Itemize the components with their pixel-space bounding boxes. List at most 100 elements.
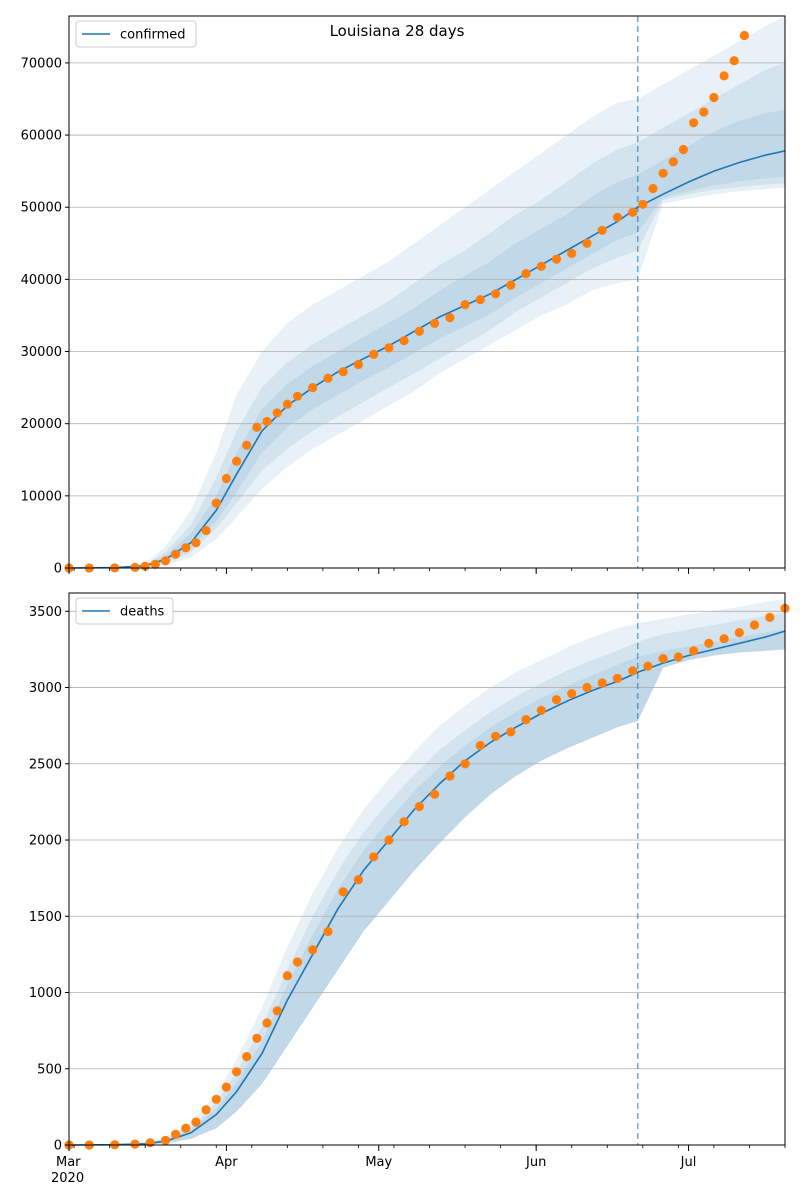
confirmed-observed-point <box>475 295 485 305</box>
confirmed-observed-point <box>414 326 424 336</box>
confirmed-observed-point <box>689 118 699 128</box>
confirmed-observed-point <box>521 269 531 279</box>
deaths-observed-point <box>399 817 409 827</box>
confirmed-observed-point <box>648 183 658 194</box>
confirmed-observed-point <box>668 157 678 167</box>
deaths-uncertainty-bands <box>69 599 785 1145</box>
confirmed-observed-point <box>638 199 648 209</box>
deaths-observed-point <box>232 1067 242 1077</box>
confirmed-y-tick-label: 50000 <box>21 201 62 216</box>
confirmed-observed-point <box>191 538 201 548</box>
deaths-x-tick-label: May <box>365 1155 392 1170</box>
deaths-observed-point <box>689 646 699 656</box>
confirmed-observed-point <box>551 254 562 264</box>
deaths-observed-point <box>242 1052 252 1062</box>
deaths-observed-point <box>749 620 760 630</box>
confirmed-observed-point <box>140 561 150 571</box>
confirmed-y-tick-label: 40000 <box>21 273 62 288</box>
deaths-observed-point <box>460 759 470 769</box>
deaths-legend-label: deaths <box>120 605 165 620</box>
confirmed-legend-label: confirmed <box>120 28 186 43</box>
deaths-observed-point <box>181 1123 191 1133</box>
confirmed-observed-point <box>628 207 638 217</box>
confirmed-x-axis-ticks <box>68 568 786 574</box>
deaths-observed-point <box>765 612 775 623</box>
deaths-observed-points <box>64 603 790 1150</box>
deaths-observed-point <box>130 1139 140 1149</box>
confirmed-observed-point <box>232 456 242 466</box>
confirmed-observed-point <box>201 525 211 536</box>
deaths-observed-point <box>673 652 684 662</box>
deaths-observed-point <box>506 727 516 737</box>
deaths-y-tick-label: 0 <box>54 1139 62 1154</box>
confirmed-observed-point <box>699 107 709 117</box>
deaths-legend: deaths <box>75 597 174 625</box>
deaths-observed-point <box>292 957 303 967</box>
deaths-observed-point <box>597 678 607 688</box>
confirmed-axes-frame <box>68 15 786 569</box>
deaths-observed-point <box>414 801 424 812</box>
confirmed-observed-point <box>567 248 577 258</box>
deaths-axes-border <box>68 592 786 1146</box>
confirmed-y-tick-label: 20000 <box>21 417 62 432</box>
deaths-observed-point <box>191 1117 201 1127</box>
confirmed-observed-point <box>678 144 689 155</box>
confirmed-observed-point <box>181 543 191 553</box>
deaths-observed-point <box>475 740 485 751</box>
confirmed-observed-point <box>536 261 546 271</box>
deaths-observed-point <box>201 1105 211 1115</box>
deaths-y-tick-label: 1000 <box>29 986 62 1001</box>
confirmed-observed-point <box>130 562 140 573</box>
confirmed-axes-border <box>68 15 786 569</box>
deaths-observed-point <box>353 875 363 885</box>
confirmed-observed-point <box>171 549 181 559</box>
deaths-y-tick-label: 2000 <box>29 834 62 849</box>
deaths-observed-point <box>369 852 379 862</box>
confirmed-observed-point <box>242 440 252 450</box>
confirmed-observed-point <box>150 559 160 570</box>
deaths-observed-point <box>262 1018 272 1028</box>
confirmed-observed-point <box>384 343 394 353</box>
deaths-observed-point <box>308 945 318 955</box>
deaths-observed-point <box>582 682 592 693</box>
confirmed-observed-points <box>64 30 750 573</box>
deaths-observed-point <box>282 971 292 981</box>
confirmed-observed-point <box>282 399 292 409</box>
deaths-x-tick-label: Apr <box>215 1155 238 1170</box>
confirmed-observed-point <box>399 336 409 346</box>
deaths-model-path <box>68 630 786 1146</box>
confirmed-model-line <box>68 150 786 569</box>
deaths-observed-point <box>323 926 333 937</box>
deaths-observed-point <box>551 695 562 705</box>
confirmed-observed-point <box>445 313 455 323</box>
deaths-x-tick-label: Jul <box>680 1155 697 1170</box>
deaths-observed-point <box>145 1138 155 1148</box>
confirmed-observed-point <box>353 359 363 370</box>
confirmed-observed-point <box>338 367 348 377</box>
confirmed-observed-point <box>460 300 470 310</box>
deaths-y-tick-label: 2500 <box>29 757 62 772</box>
confirmed-observed-point <box>221 473 231 484</box>
confirmed-observed-point <box>262 416 272 427</box>
deaths-observed-point <box>252 1033 262 1043</box>
confirmed-y-tick-label: 10000 <box>21 489 62 504</box>
confirmed-observed-point <box>430 318 440 328</box>
confirmed-observed-point <box>323 373 333 383</box>
confirmed-y-tick-label: 70000 <box>21 56 62 71</box>
deaths-legend-box <box>75 597 174 625</box>
chart-title: Louisiana 28 days <box>330 22 465 40</box>
confirmed-observed-point <box>612 212 623 222</box>
deaths-y-tick-label: 3000 <box>29 681 62 696</box>
confirmed-observed-point <box>729 56 739 66</box>
deaths-observed-point <box>160 1135 171 1145</box>
deaths-observed-point <box>384 835 394 845</box>
confirmed-observed-point <box>491 289 501 299</box>
deaths-observed-point <box>643 661 653 671</box>
deaths-observed-point <box>521 715 531 725</box>
confirmed-observed-point <box>252 422 262 432</box>
confirmed-observed-point <box>582 238 592 248</box>
deaths-observed-point <box>221 1082 231 1092</box>
deaths-observed-point <box>338 887 348 897</box>
